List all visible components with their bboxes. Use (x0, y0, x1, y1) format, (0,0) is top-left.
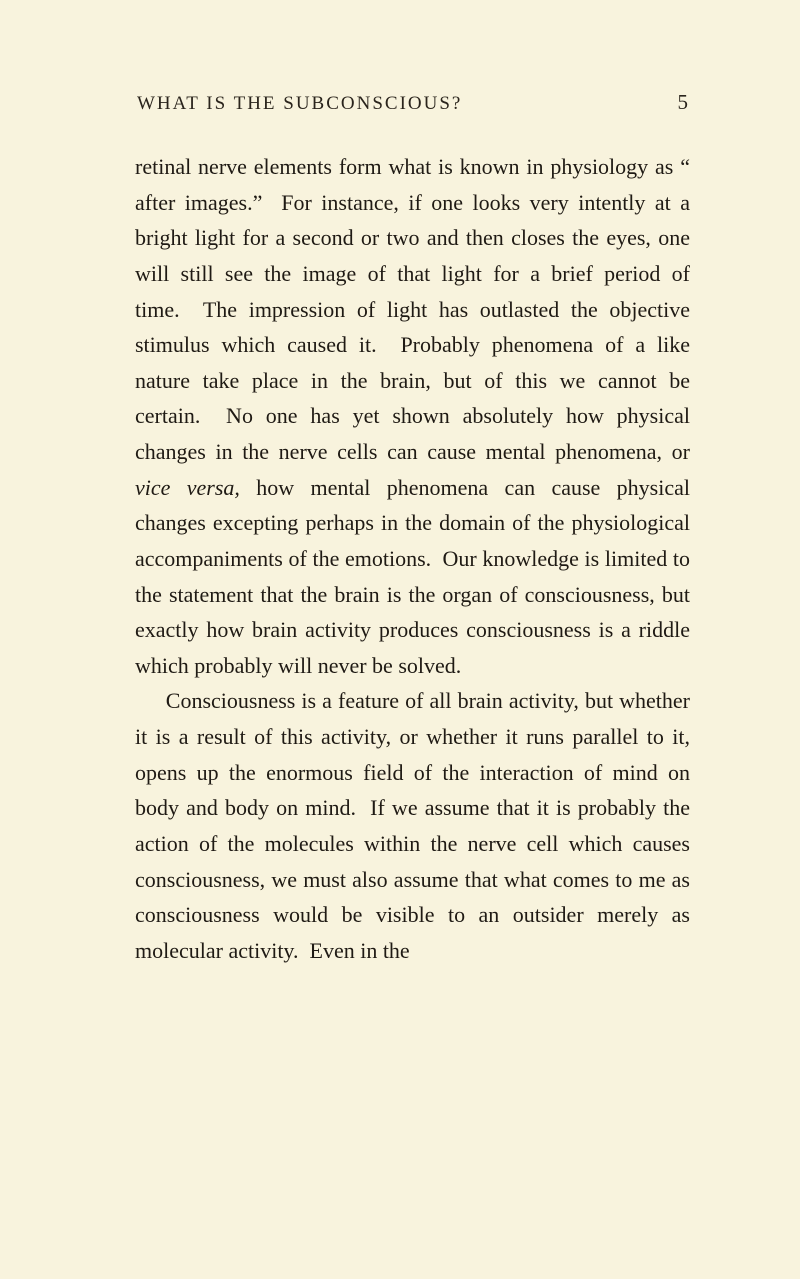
body-text: retinal nerve elements form what is know… (135, 149, 690, 968)
running-title: WHAT IS THE SUBCONSCIOUS? (137, 93, 462, 115)
paragraph-1-part-a: retinal nerve elements form what is know… (135, 154, 690, 464)
page-header: WHAT IS THE SUBCONSCIOUS? 5 (135, 90, 690, 115)
page: WHAT IS THE SUBCONSCIOUS? 5 retinal nerv… (0, 0, 800, 1279)
italic-phrase: vice versa, (135, 475, 240, 500)
paragraph-2: Consciousness is a feature of all brain … (135, 683, 690, 968)
page-number: 5 (678, 90, 689, 115)
paragraph-1-part-b: how mental phenomena can cause physical … (135, 475, 690, 678)
paragraph-1: retinal nerve elements form what is know… (135, 149, 690, 683)
